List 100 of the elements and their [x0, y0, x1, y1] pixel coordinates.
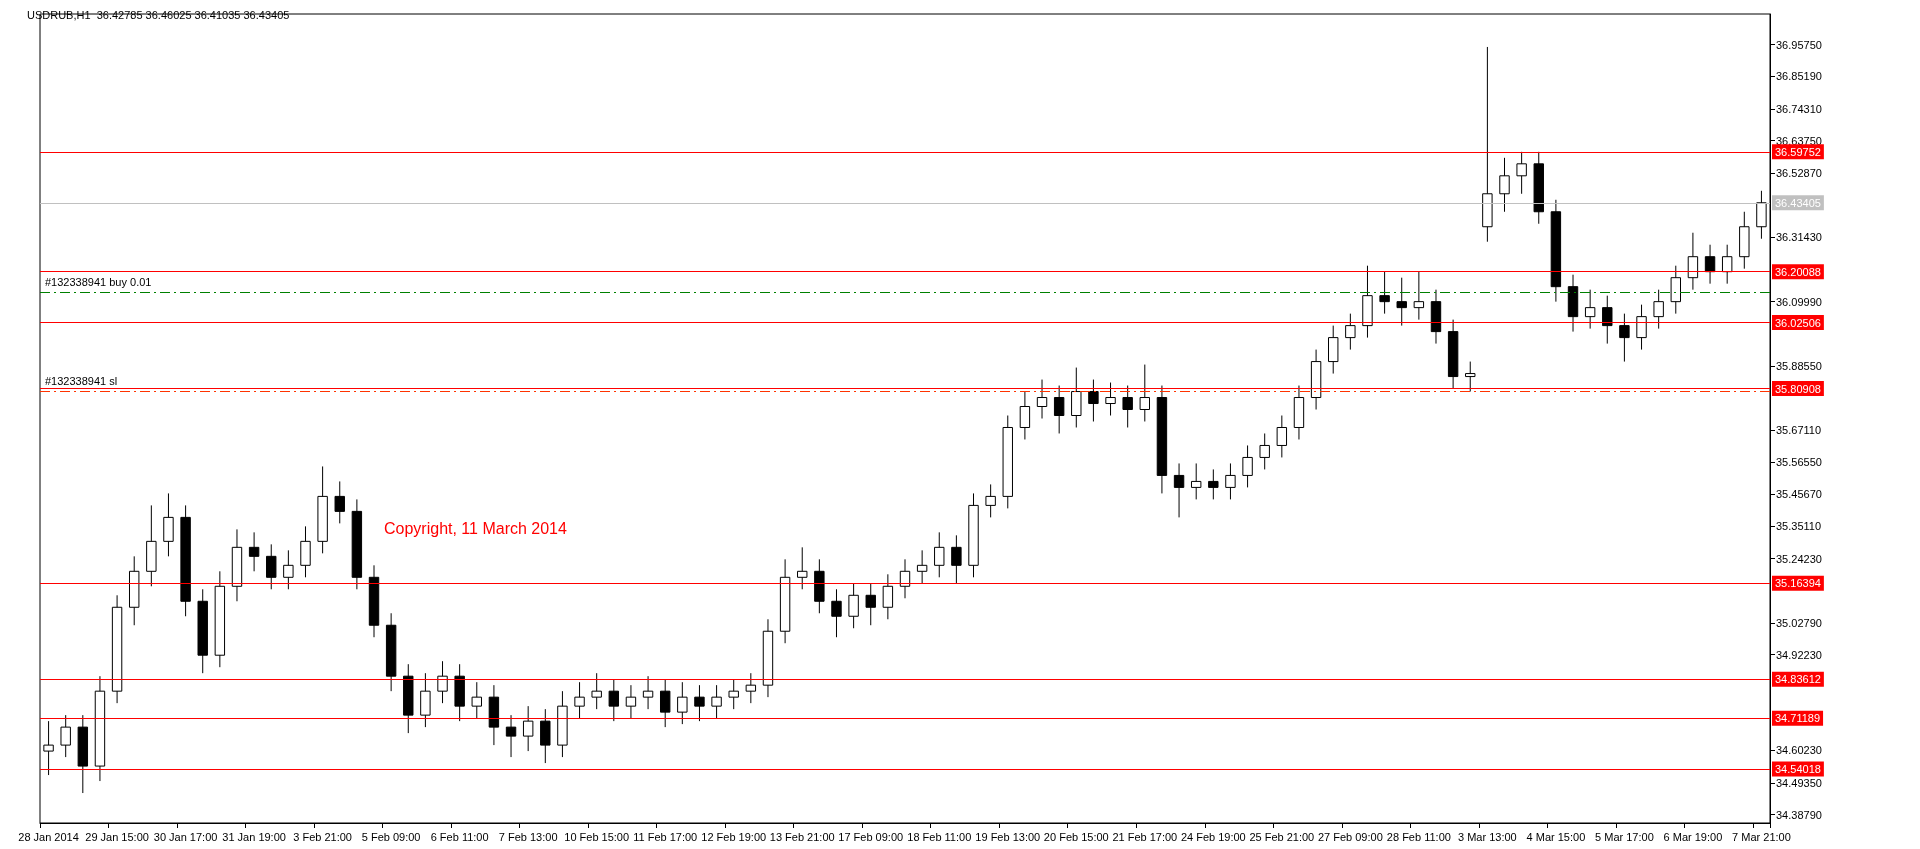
x-tick-label: 5 Feb 09:00 [361, 830, 421, 843]
x-tick-label: 6 Feb 11:00 [430, 830, 489, 843]
x-tick-label: 25 Feb 21:00 [1249, 830, 1315, 843]
candlestick [1088, 379, 1099, 422]
candlestick [522, 705, 534, 752]
candlestick [882, 573, 894, 620]
y-tick-label: 36.95750 [1776, 38, 1822, 51]
x-tick-label: 24 Feb 19:00 [1180, 830, 1246, 843]
candlestick [1122, 385, 1133, 428]
chart-title: USDRUB,H1 36.42785 36.46025 36.41035 36.43405 [27, 8, 290, 21]
x-tick-label: 19 Feb 13:00 [975, 830, 1041, 843]
y-tick-label: 34.49350 [1776, 777, 1822, 789]
candlestick [899, 558, 911, 599]
x-tick-label: 28 Jan 2014 [18, 830, 79, 843]
x-tick-label: 27 Feb 09:00 [1317, 830, 1383, 843]
ref-line-label: 36.20088 [1775, 265, 1821, 278]
candlestick [1139, 364, 1151, 422]
ref-line-label: 35.80908 [1775, 382, 1821, 395]
candlestick [1225, 462, 1236, 500]
candlestick [1345, 313, 1356, 351]
y-tick-label: 35.88550 [1776, 359, 1822, 372]
y-tick-label: 34.38790 [1776, 808, 1822, 821]
candlestick [420, 672, 431, 728]
candlestick [60, 714, 71, 758]
candlestick [1190, 462, 1202, 500]
x-tick-label: 29 Jan 15:00 [85, 830, 149, 843]
candlestick [916, 549, 928, 584]
candlestick [266, 543, 277, 590]
candlestick [694, 684, 705, 722]
candlestick [831, 588, 842, 638]
x-tick-label: 13 Feb 21:00 [769, 830, 835, 843]
candlestick [300, 525, 311, 578]
ref-line-label: 36.59752 [1775, 145, 1821, 158]
candlestick [283, 549, 294, 590]
candlestick [1105, 382, 1116, 416]
x-tick-label: 10 Feb 15:00 [564, 830, 630, 843]
candlestick [1687, 232, 1699, 291]
candlestick [1619, 313, 1630, 363]
candlestick [248, 531, 260, 572]
candlestick [745, 672, 757, 704]
candlestick [1670, 265, 1681, 315]
y-tick-label: 36.52870 [1776, 167, 1822, 180]
candlestick [677, 681, 688, 725]
candlestick [985, 483, 996, 518]
x-tick-label: 7 Feb 13:00 [498, 830, 558, 843]
candlestick [1242, 444, 1253, 488]
x-tick-label: 4 Mar 15:00 [1526, 830, 1586, 843]
y-tick-label: 35.02790 [1776, 616, 1822, 629]
y-tick-label: 36.85190 [1776, 70, 1822, 83]
candlestick [1173, 462, 1185, 518]
candlestick [1653, 289, 1664, 330]
candlestick [728, 678, 739, 710]
x-tick-label: 12 Feb 19:00 [701, 830, 767, 843]
candlestick [865, 582, 876, 626]
candlestick [505, 714, 517, 758]
y-tick-label: 36.74310 [1776, 102, 1822, 115]
candlestick [797, 546, 808, 590]
candlestick [574, 681, 585, 719]
ref-line-label: 36.43405 [1775, 196, 1821, 209]
candlestick [1756, 190, 1767, 240]
x-tick-label: 3 Mar 13:00 [1458, 830, 1517, 843]
ref-line-label: 35.16394 [1775, 577, 1821, 590]
candlestick [43, 720, 54, 776]
y-tick-label: 36.31430 [1776, 231, 1822, 244]
ref-line-label: 34.54018 [1775, 763, 1821, 776]
ref-line-label: 36.02506 [1775, 316, 1821, 329]
x-tick-label: 20 Feb 15:00 [1043, 830, 1109, 843]
candlestick [711, 684, 722, 719]
x-tick-label: 5 Mar 17:00 [1595, 830, 1654, 843]
y-tick-label: 35.56550 [1776, 455, 1822, 468]
candlestick [1259, 432, 1270, 470]
x-tick-label: 7 Mar 21:00 [1732, 830, 1791, 843]
candlestick [1465, 361, 1476, 393]
candlestick [540, 708, 551, 764]
candlestick [1208, 468, 1219, 500]
x-tick-label: 6 Mar 19:00 [1663, 830, 1723, 843]
candlestick [437, 660, 448, 704]
candlestick [1636, 304, 1647, 351]
candlestick [1396, 277, 1407, 327]
x-tick-label: 31 Jan 19:00 [222, 830, 286, 843]
y-tick-label: 35.24230 [1776, 552, 1822, 565]
candlestick [1036, 379, 1048, 419]
y-tick-label: 36.63750 [1776, 134, 1822, 147]
candlestick [1071, 367, 1082, 428]
candlestick [1584, 289, 1596, 330]
x-tick-label: 11 Feb 17:00 [633, 830, 698, 843]
y-tick-label: 35.45670 [1776, 488, 1822, 501]
candlestick [1413, 271, 1425, 321]
candlestick [1499, 157, 1510, 213]
candlestick [334, 480, 345, 524]
candlestick [471, 681, 482, 719]
candlestick [608, 678, 620, 722]
candlestick [1053, 385, 1065, 434]
candlestick [951, 534, 962, 584]
candlestick [591, 672, 602, 710]
y-tick-label: 34.92230 [1776, 648, 1822, 661]
annotation: Copyright, 11 March 2014 [384, 519, 568, 537]
x-tick-label: 17 Feb 09:00 [838, 830, 904, 843]
candlestick [1704, 244, 1716, 285]
y-tick-label: 35.35110 [1776, 520, 1822, 533]
